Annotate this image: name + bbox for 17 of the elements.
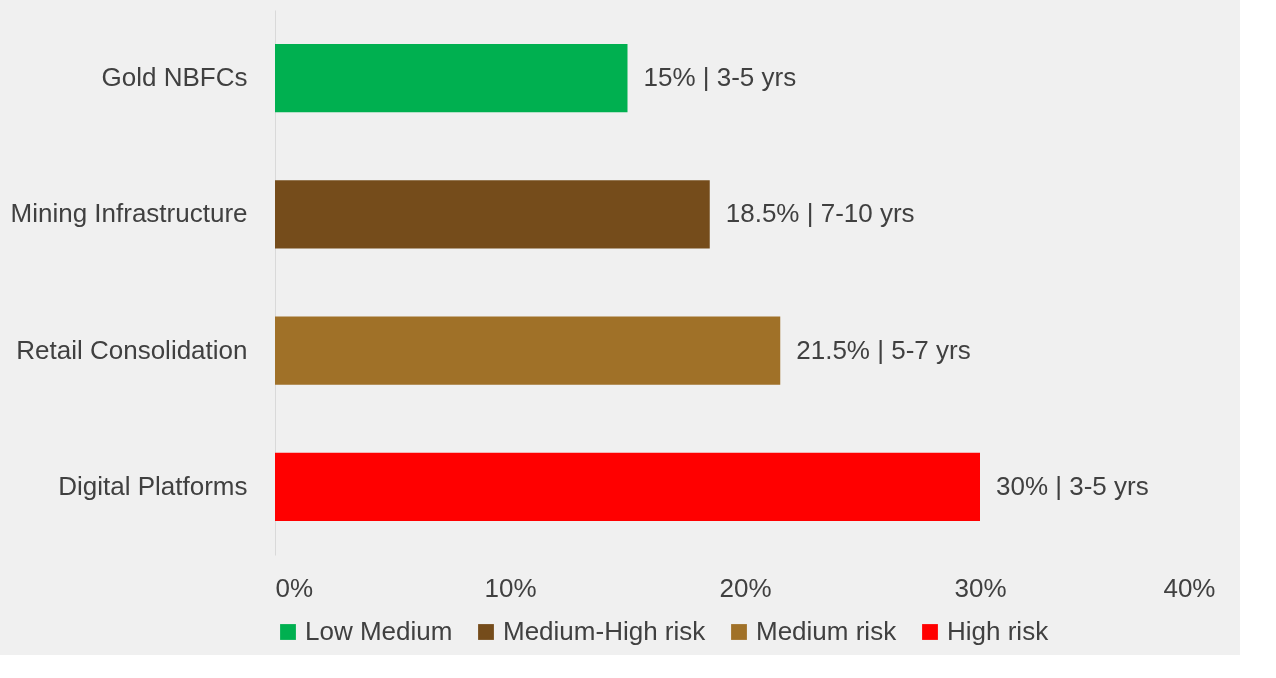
y-tick-label: Gold NBFCs — [101, 62, 248, 93]
y-tick-label: Retail Consolidation — [16, 334, 248, 365]
data-label: 21.5% | 5-7 yrs — [796, 334, 971, 365]
x-tick-label: 0% — [275, 572, 314, 603]
x-tick-label: 20% — [719, 572, 772, 603]
y-tick-label: Digital Platforms — [58, 470, 248, 501]
y-tick-label: Mining Infrastructure — [10, 198, 248, 229]
data-label: 15% | 3-5 yrs — [643, 62, 797, 93]
x-tick-label: 10% — [484, 572, 537, 603]
x-tick-label: 30% — [954, 572, 1007, 603]
x-tick-label: 40% — [1163, 572, 1216, 603]
data-label: 18.5% | 7-10 yrs — [725, 198, 915, 229]
legend-label: Medium risk — [756, 616, 898, 646]
data-label: 30% | 3-5 yrs — [996, 470, 1149, 501]
legend-label: Medium-High risk — [503, 616, 707, 646]
legend-label: High risk — [947, 616, 1050, 646]
legend-label: Low Medium — [305, 616, 453, 646]
